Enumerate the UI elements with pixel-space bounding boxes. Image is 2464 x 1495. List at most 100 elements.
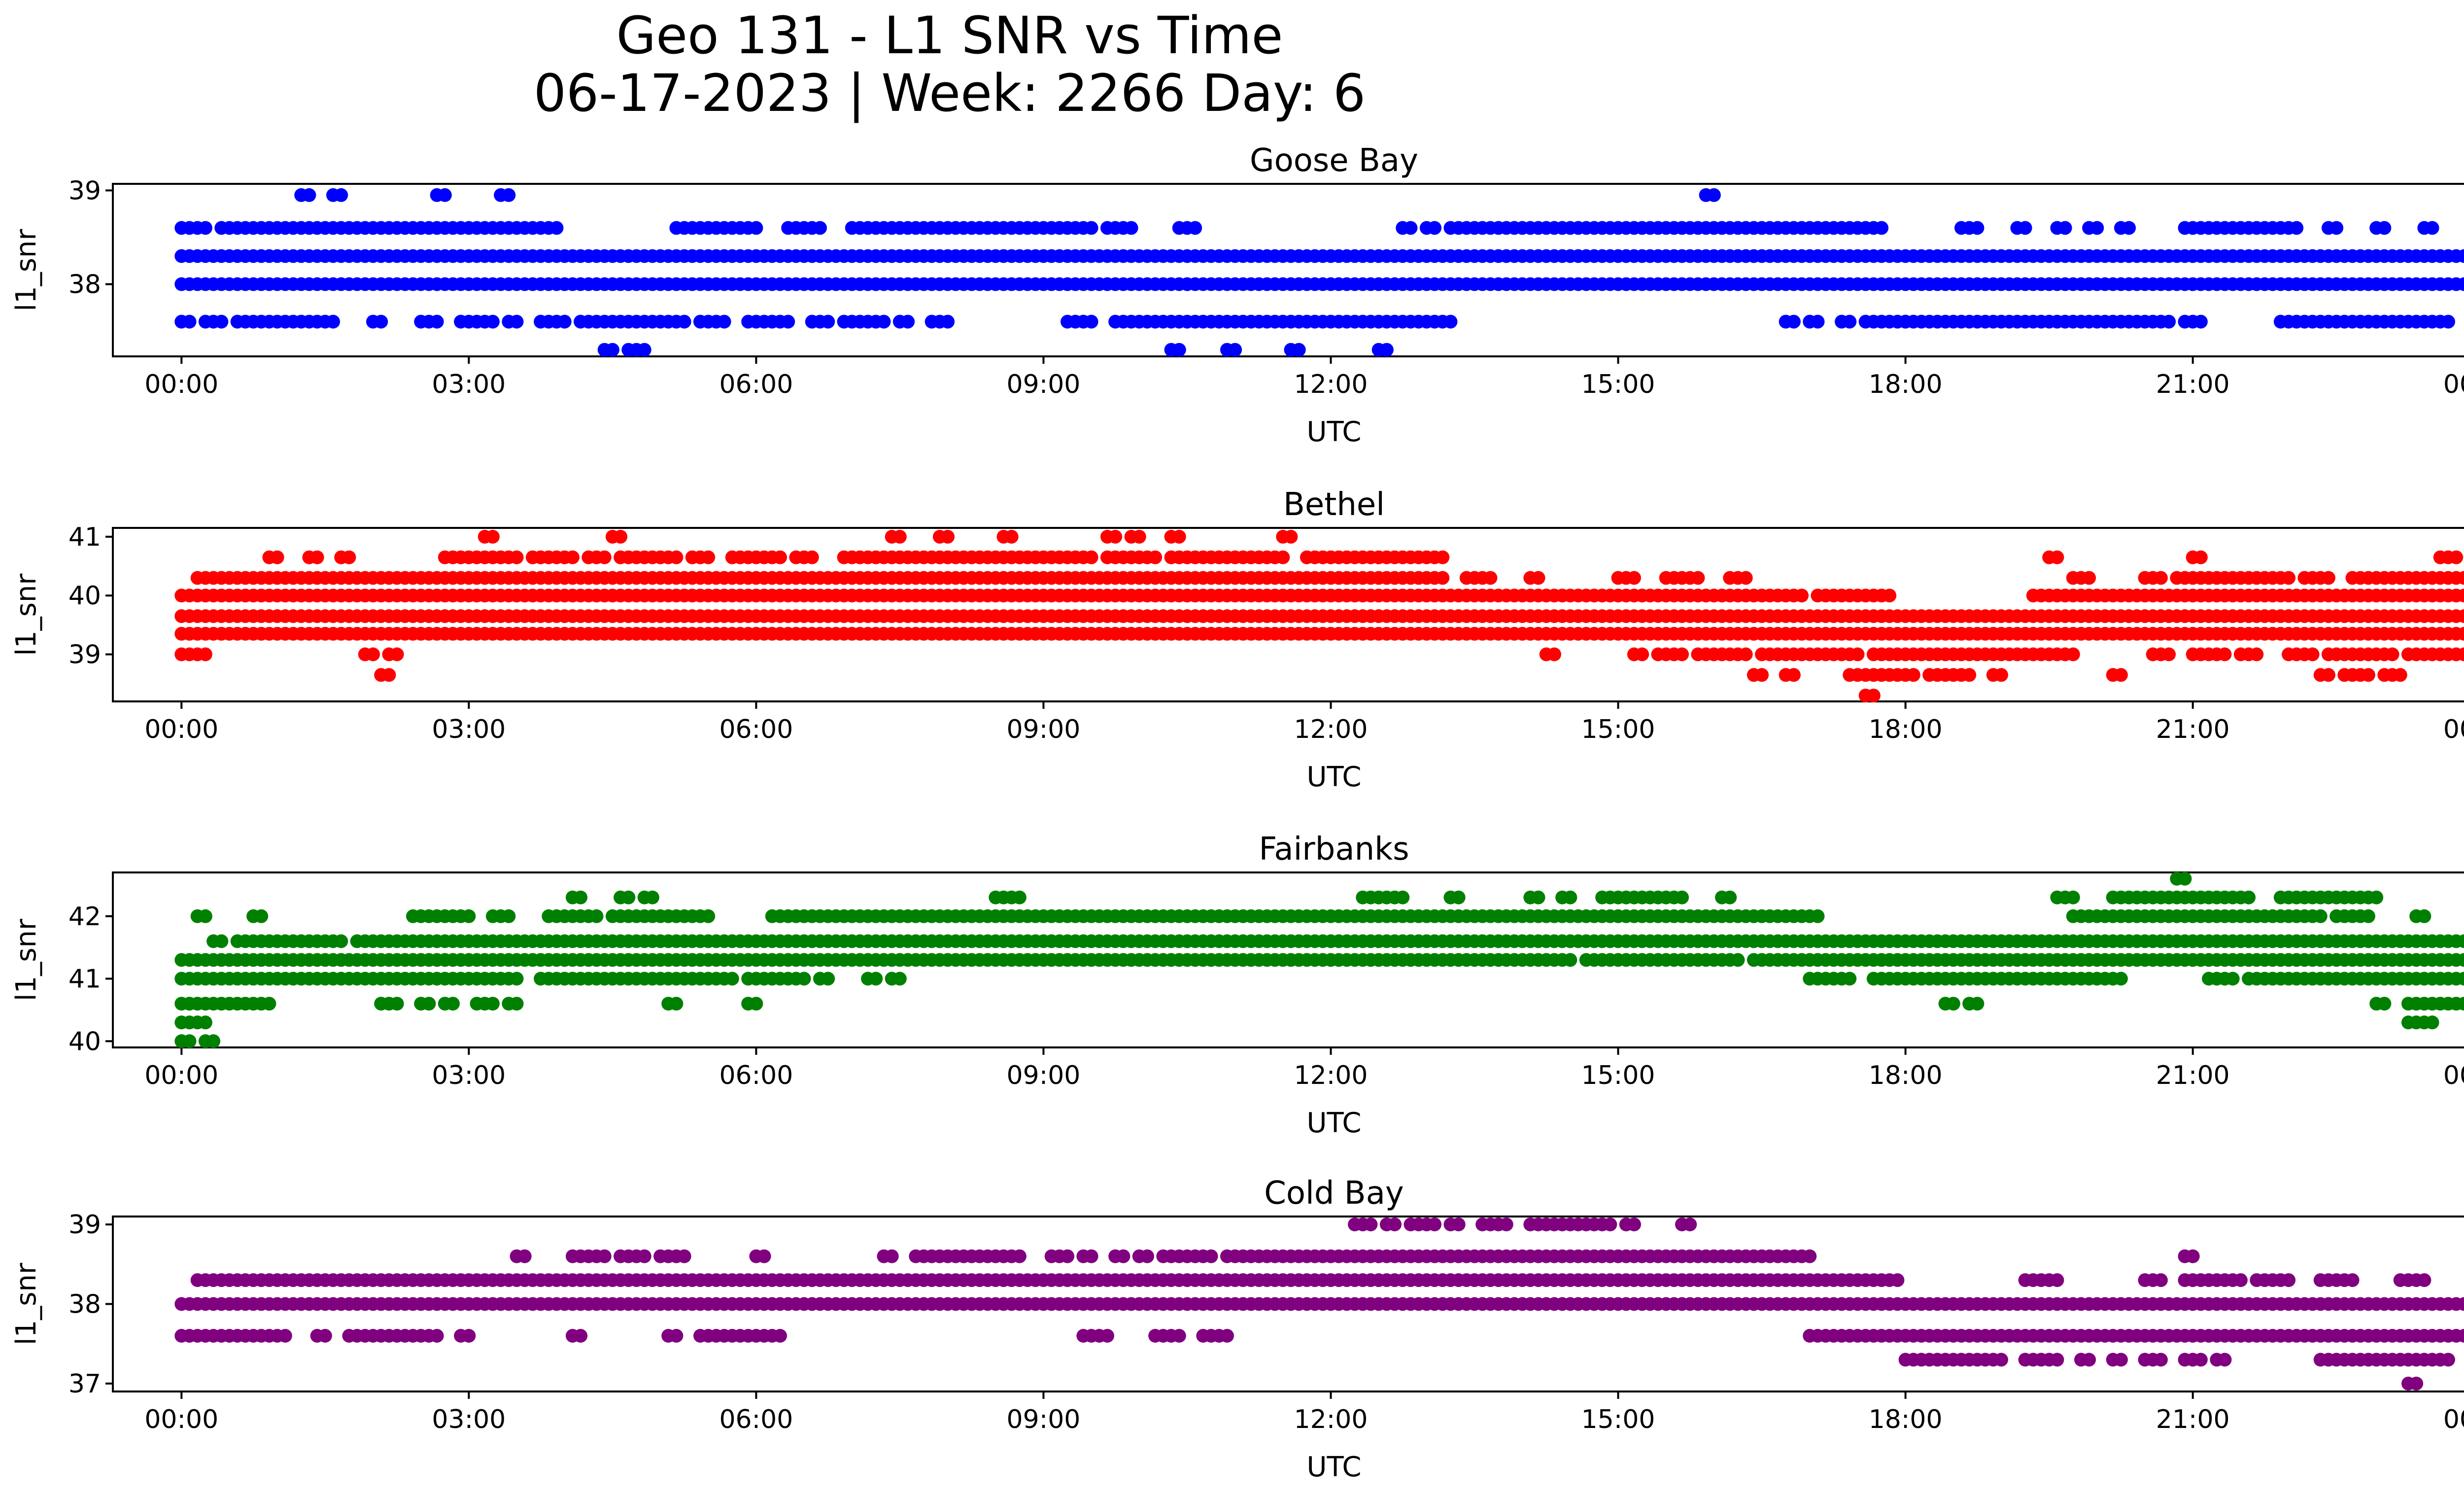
data-point	[941, 529, 955, 544]
subplot-title: Cold Bay	[1264, 1175, 1404, 1212]
subplot-title: Bethel	[1283, 487, 1385, 523]
data-point	[1292, 343, 1306, 357]
data-point	[430, 1329, 444, 1343]
data-point	[1970, 221, 1985, 235]
data-point	[278, 1329, 292, 1343]
data-points	[174, 529, 2464, 703]
y-tick-label: 40	[68, 581, 101, 611]
data-point	[1803, 1249, 1817, 1263]
data-point	[669, 550, 684, 564]
data-point	[2425, 221, 2439, 235]
y-axis-label: l1_snr	[10, 573, 42, 656]
data-point	[517, 1249, 532, 1263]
data-point	[2233, 1273, 2248, 1287]
data-point	[941, 314, 955, 329]
data-point	[2457, 1297, 2464, 1311]
data-point	[1428, 1217, 1442, 1232]
plot-frame	[112, 183, 2464, 357]
data-point	[645, 890, 659, 904]
data-point	[2066, 890, 2080, 904]
data-point	[2457, 589, 2464, 603]
data-point	[1124, 221, 1138, 235]
data-point	[1403, 221, 1418, 235]
y-tick-label: 37	[68, 1369, 101, 1399]
data-point	[302, 188, 316, 202]
data-point	[1691, 571, 1705, 585]
data-point	[1603, 1217, 1617, 1232]
data-point	[2114, 668, 2128, 682]
subplot-title: Goose Bay	[1250, 142, 1418, 179]
data-point	[669, 997, 684, 1011]
data-point	[2457, 953, 2464, 967]
data-point	[1084, 221, 1098, 235]
data-point	[2186, 1249, 2200, 1263]
figure-title-line2: 06-17-2023 | Week: 2266 Day: 6	[534, 63, 1366, 123]
data-point	[510, 314, 524, 329]
data-point	[717, 314, 731, 329]
data-point	[1483, 571, 1498, 585]
x-axis-label: UTC	[1306, 416, 1361, 448]
data-point	[1172, 529, 1186, 544]
data-point	[1004, 529, 1019, 544]
data-point	[2218, 1353, 2232, 1367]
data-point	[2282, 571, 2296, 585]
data-point	[1811, 909, 1825, 923]
x-tick-label: 15:00	[1581, 370, 1655, 399]
plot-frame	[112, 527, 2464, 702]
x-tick-label: 15:00	[1581, 1061, 1655, 1090]
data-point	[1284, 529, 1298, 544]
x-tick-label: 21:00	[2156, 1405, 2230, 1434]
x-tick-label: 15:00	[1581, 1405, 1655, 1434]
y-tick-label: 39	[68, 640, 101, 670]
data-point	[574, 890, 588, 904]
data-point	[1731, 953, 1745, 967]
x-tick-label: 00:00	[2443, 1061, 2464, 1090]
data-point	[877, 314, 891, 329]
data-point	[2329, 221, 2344, 235]
data-point	[1811, 314, 1825, 329]
data-point	[2457, 609, 2464, 623]
data-point	[892, 972, 907, 986]
data-point	[725, 972, 739, 986]
data-point	[1012, 890, 1027, 904]
data-point	[901, 314, 915, 329]
data-point	[2242, 890, 2256, 904]
data-point	[2322, 571, 2335, 585]
data-point	[621, 890, 636, 904]
data-point	[557, 314, 572, 329]
data-point	[2154, 1353, 2168, 1367]
x-tick-label: 21:00	[2156, 370, 2230, 399]
data-point	[1866, 689, 1881, 703]
data-point	[574, 1329, 588, 1343]
data-point	[1875, 221, 1889, 235]
data-point	[1148, 550, 1163, 564]
data-point	[502, 188, 516, 202]
x-tick-label: 12:00	[1294, 1405, 1368, 1434]
data-point	[605, 343, 619, 357]
figure-title-line1: Geo 131 - L1 SNR vs Time	[616, 5, 1283, 66]
data-point	[637, 343, 651, 357]
data-point	[382, 668, 396, 682]
x-tick-label: 18:00	[1869, 715, 1943, 744]
data-point	[2058, 221, 2072, 235]
data-point	[198, 221, 212, 235]
data-point	[485, 997, 500, 1011]
x-tick-label: 12:00	[1294, 370, 1368, 399]
data-point	[1379, 343, 1394, 357]
data-point	[797, 972, 811, 986]
data-point	[1795, 589, 1809, 603]
data-point	[2313, 909, 2327, 923]
data-point	[701, 909, 716, 923]
data-point	[2457, 972, 2464, 986]
x-tick-label: 18:00	[1869, 1061, 1943, 1090]
data-point	[510, 997, 524, 1011]
data-point	[677, 1249, 691, 1263]
data-point	[1683, 1217, 1697, 1232]
data-point	[254, 909, 269, 923]
x-tick-label: 09:00	[1007, 370, 1081, 399]
data-point	[885, 1249, 899, 1263]
data-point	[2082, 1353, 2096, 1367]
data-point	[2457, 647, 2464, 661]
data-point	[326, 314, 340, 329]
